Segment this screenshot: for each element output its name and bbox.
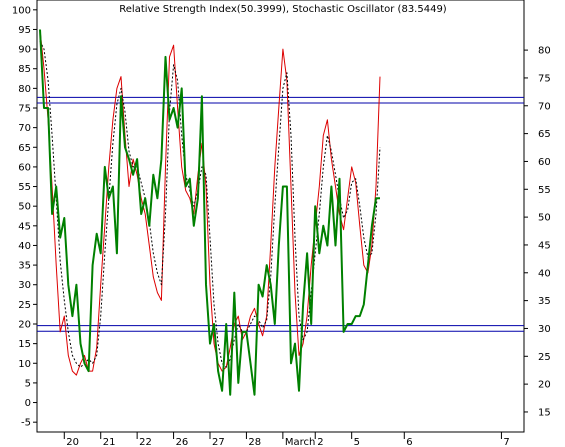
right-tick-label: 40 [538,268,551,279]
right-tick-label: 45 [538,240,551,251]
x-tick-label: 20 [66,437,79,447]
left-tick-label: 70 [18,123,31,134]
x-tick-label: 22 [139,437,152,447]
left-tick-label: 75 [18,104,31,115]
right-tick-label: 55 [538,185,551,196]
right-tick-label: 75 [538,73,551,84]
x-tick-label: 6 [406,437,412,447]
x-axis: 20 21 22 26 27 28 March 2 5 6 7 [63,432,510,447]
left-tick-label: 45 [18,221,31,232]
right-tick-label: 70 [538,101,551,112]
left-tick-label: 100 [12,5,31,16]
right-tick-label: 30 [538,324,551,335]
left-tick-label: 25 [18,300,31,311]
x-tick-label: 7 [503,437,509,447]
right-axis: 80 75 70 65 60 55 50 45 40 35 30 25 20 15 [524,46,551,418]
x-tick-label: 27 [212,437,225,447]
series-line-2 [39,29,380,396]
chart-title: Relative Strength Index(50.3999), Stocha… [119,4,447,15]
left-tick-label: 55 [18,182,31,193]
left-tick-label: 65 [18,143,31,154]
x-tick-label: 28 [248,437,261,447]
right-tick-label: 60 [538,157,551,168]
right-tick-label: 15 [538,407,551,418]
right-tick-label: 80 [538,46,551,57]
left-tick-label: 50 [18,202,31,213]
left-tick-label: 35 [18,261,31,272]
series-line-0 [39,29,381,376]
left-tick-label: 95 [18,25,31,36]
left-tick-label: 0 [25,398,31,409]
right-tick-label: 25 [538,352,551,363]
x-tick-label: 26 [176,437,189,447]
series-line-1 [39,40,381,368]
left-tick-label: 40 [18,241,31,252]
left-tick-label: 80 [18,84,31,95]
right-tick-label: 35 [538,296,551,307]
left-tick-label: 85 [18,64,31,75]
x-tick-label: 21 [103,437,116,447]
x-tick-label: 5 [354,437,360,447]
left-tick-label: 90 [18,45,31,56]
right-tick-label: 50 [538,213,551,224]
left-tick-label: 15 [18,339,31,350]
left-axis: 1009590858075706560555045403530252015105… [12,5,37,429]
right-tick-label: 20 [538,380,551,391]
left-tick-label: 5 [25,378,31,389]
left-tick-label: 30 [18,280,31,291]
x-tick-label: March [285,437,315,447]
left-tick-label: 10 [18,359,31,370]
right-tick-label: 65 [538,129,551,140]
series-group [39,29,381,396]
left-tick-label: 60 [18,162,31,173]
x-tick-label: 2 [317,437,323,447]
left-tick-label: 20 [18,320,31,331]
left-tick-label: -5 [21,418,31,429]
reference-lines [37,96,524,332]
